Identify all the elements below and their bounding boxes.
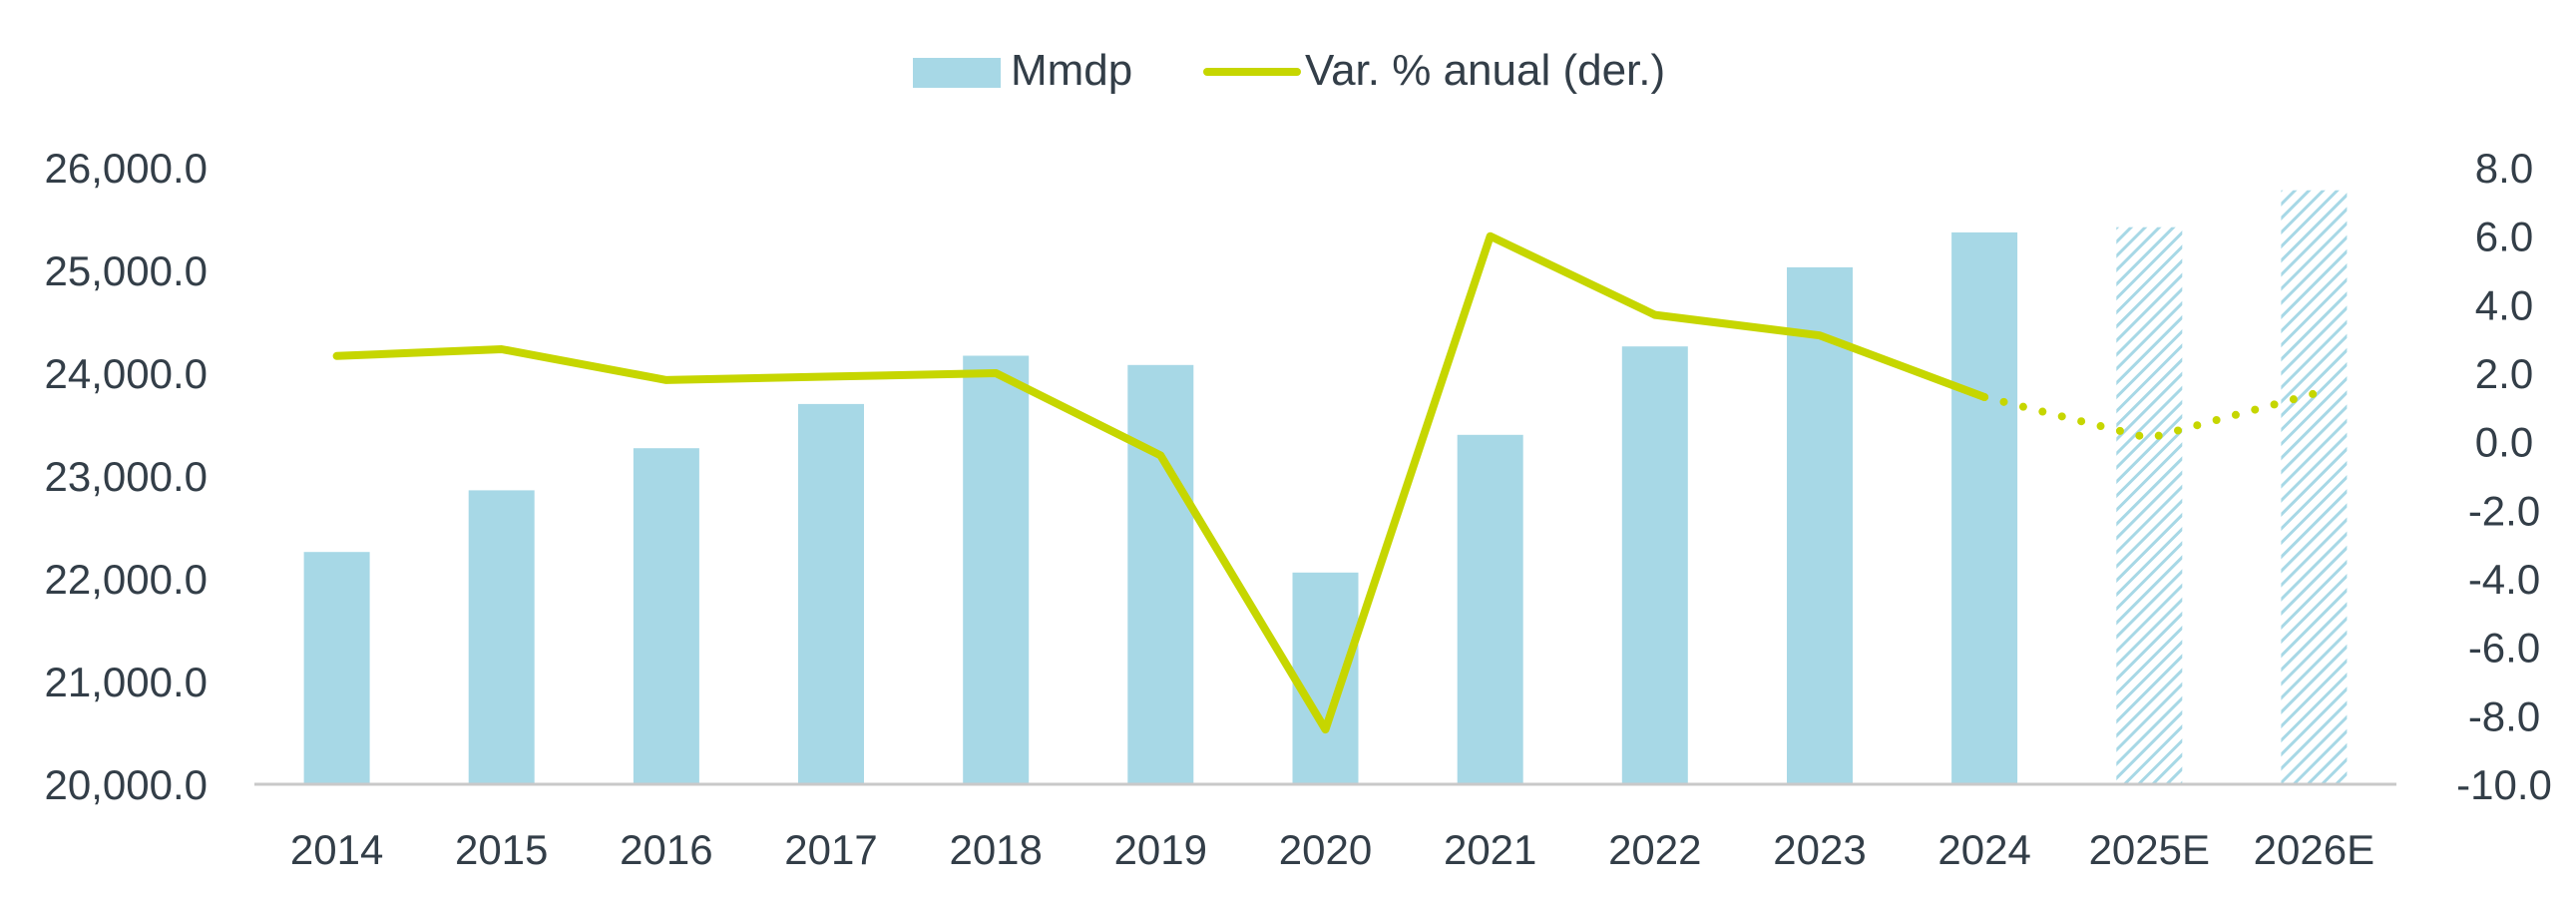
- line-series: [332, 231, 2319, 734]
- x-axis-ticks: 2014 2015 2016 2017 2018 2019 2020 2021 2022 2023…: [290, 826, 2374, 873]
- right-tick-label: 0.0: [2475, 419, 2533, 466]
- x-tick-label: 2023: [1773, 826, 1866, 873]
- right-tick-label: -6.0: [2468, 625, 2540, 672]
- bar-2020: [1292, 572, 1359, 784]
- left-tick-label: 25,000.0: [45, 247, 209, 294]
- right-tick-label: 6.0: [2475, 214, 2533, 260]
- x-tick-label: 2022: [1608, 826, 1701, 873]
- bar-2022: [1621, 346, 1688, 784]
- bar-2023: [1787, 266, 1853, 784]
- x-tick-label: 2014: [290, 826, 383, 873]
- left-axis-ticks: 20,000.0 21,000.0 22,000.0 23,000.0 24,000.0…: [45, 145, 209, 808]
- bar-2026E: [2281, 190, 2348, 784]
- right-tick-label: 8.0: [2475, 145, 2533, 192]
- x-tick-label: 2021: [1444, 826, 1536, 873]
- legend-bar-label: Mmdp: [1011, 46, 1132, 95]
- left-tick-label: 23,000.0: [45, 453, 209, 500]
- right-tick-label: 4.0: [2475, 281, 2533, 328]
- x-tick-label: 2017: [784, 826, 877, 873]
- x-tick-label: 2018: [949, 826, 1042, 873]
- left-tick-label: 21,000.0: [45, 659, 209, 705]
- bar-2017: [798, 403, 864, 784]
- x-tick-label: 2019: [1114, 826, 1207, 873]
- legend-line-label: Var. % anual (der.): [1305, 46, 1665, 95]
- bar-2018: [963, 355, 1030, 784]
- right-tick-label: -4.0: [2468, 556, 2540, 603]
- bar-2021: [1457, 434, 1523, 784]
- right-axis-ticks: -10.0 -8.0 -6.0 -4.0 -2.0 0.0 2.0 4.0 6.0 8.0: [2456, 145, 2552, 808]
- bar-2024: [1951, 231, 2018, 784]
- legend: Mmdp Var. % anual (der.): [913, 46, 1665, 95]
- bar-2016: [633, 448, 699, 784]
- left-tick-label: 26,000.0: [45, 145, 209, 192]
- x-tick-label: 2025E: [2089, 826, 2210, 873]
- line-estimate: [1980, 389, 2319, 443]
- right-tick-label: -10.0: [2456, 761, 2552, 808]
- left-tick-label: 20,000.0: [45, 761, 209, 808]
- x-tick-label: 2016: [620, 826, 712, 873]
- right-tick-label: 2.0: [2475, 350, 2533, 397]
- bar-2025E: [2116, 227, 2183, 784]
- right-tick-label: -2.0: [2468, 487, 2540, 534]
- x-tick-label: 2024: [1937, 826, 2030, 873]
- legend-bar-swatch: [913, 58, 1001, 88]
- bar-series: [303, 190, 2348, 784]
- right-tick-label: -8.0: [2468, 692, 2540, 739]
- left-tick-label: 24,000.0: [45, 350, 209, 397]
- bar-2014: [303, 552, 370, 784]
- x-tick-label: 2015: [455, 826, 548, 873]
- bar-2015: [468, 490, 535, 784]
- bar-2019: [1127, 364, 1194, 784]
- x-tick-label: 2026E: [2254, 826, 2374, 873]
- left-tick-label: 22,000.0: [45, 556, 209, 603]
- x-tick-label: 2020: [1279, 826, 1372, 873]
